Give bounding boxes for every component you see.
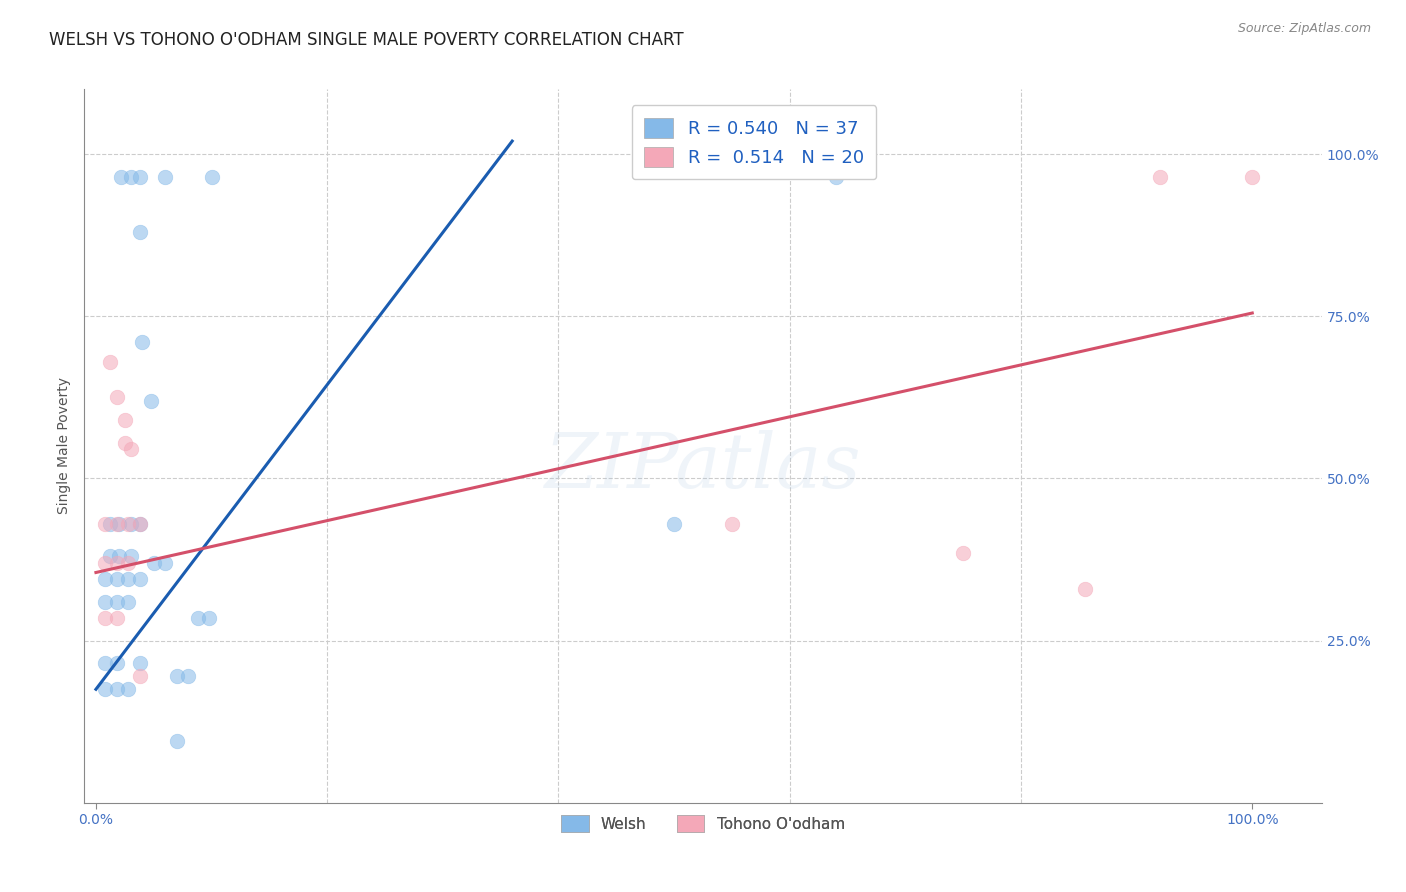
- Point: [155, 556, 177, 570]
- Point: [94, 516, 117, 531]
- Point: [94, 556, 117, 570]
- Point: [117, 556, 139, 570]
- Point: [128, 516, 150, 531]
- Point: [1149, 169, 1171, 184]
- Point: [952, 546, 974, 560]
- Point: [166, 734, 188, 748]
- Point: [142, 556, 165, 570]
- Point: [177, 669, 200, 683]
- Point: [117, 595, 139, 609]
- Point: [105, 595, 128, 609]
- Point: [105, 390, 128, 404]
- Point: [128, 169, 150, 184]
- Point: [155, 169, 177, 184]
- Text: Source: ZipAtlas.com: Source: ZipAtlas.com: [1237, 22, 1371, 36]
- Point: [117, 682, 139, 697]
- Point: [662, 516, 685, 531]
- Point: [128, 657, 150, 671]
- Point: [105, 572, 128, 586]
- Point: [94, 595, 117, 609]
- Point: [117, 516, 139, 531]
- Point: [105, 657, 128, 671]
- Point: [105, 682, 128, 697]
- Point: [825, 169, 848, 184]
- Point: [94, 682, 117, 697]
- Point: [94, 611, 117, 625]
- Point: [141, 393, 163, 408]
- Point: [105, 556, 128, 570]
- Point: [114, 413, 136, 427]
- Point: [200, 169, 222, 184]
- Point: [120, 516, 142, 531]
- Text: WELSH VS TOHONO O'ODHAM SINGLE MALE POVERTY CORRELATION CHART: WELSH VS TOHONO O'ODHAM SINGLE MALE POVE…: [49, 31, 683, 49]
- Point: [98, 516, 121, 531]
- Point: [187, 611, 209, 625]
- Point: [98, 549, 121, 564]
- Y-axis label: Single Male Poverty: Single Male Poverty: [58, 377, 72, 515]
- Text: ZIPatlas: ZIPatlas: [544, 431, 862, 504]
- Point: [166, 669, 188, 683]
- Legend: Welsh, Tohono O'odham: Welsh, Tohono O'odham: [555, 809, 851, 838]
- Point: [131, 335, 153, 350]
- Point: [1241, 169, 1264, 184]
- Point: [94, 572, 117, 586]
- Point: [98, 354, 121, 368]
- Point: [128, 669, 150, 683]
- Point: [120, 169, 142, 184]
- Point: [120, 442, 142, 457]
- Point: [94, 657, 117, 671]
- Point: [128, 516, 150, 531]
- Point: [108, 516, 131, 531]
- Point: [128, 572, 150, 586]
- Point: [128, 225, 150, 239]
- Point: [198, 611, 221, 625]
- Point: [108, 549, 131, 564]
- Point: [105, 516, 128, 531]
- Point: [114, 435, 136, 450]
- Point: [117, 572, 139, 586]
- Point: [105, 611, 128, 625]
- Point: [110, 169, 132, 184]
- Point: [120, 549, 142, 564]
- Point: [1073, 582, 1095, 596]
- Point: [721, 516, 744, 531]
